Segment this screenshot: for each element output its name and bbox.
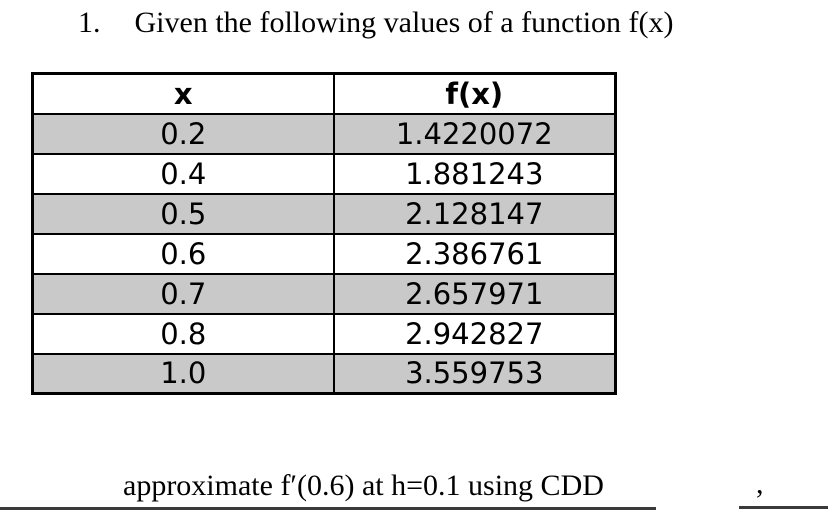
- bottom-rule-right: [739, 506, 828, 509]
- x-value-cell: 0.6: [31, 232, 335, 275]
- question-text: approximate f′(0.6) at h=0.1 using CDD: [123, 469, 604, 502]
- x-value-cell: 0.4: [31, 152, 335, 195]
- x-value-cell: 0.5: [31, 192, 335, 235]
- fx-value-cell: 2.942827: [332, 312, 617, 355]
- problem-title: 1. Given the following values of a functi…: [78, 4, 674, 42]
- column-header-fx: f(x): [332, 72, 617, 115]
- fx-value-cell: 3.559753: [332, 352, 617, 395]
- problem-title-text: Given the following values of a function…: [134, 6, 674, 39]
- x-value-cell: 1.0: [31, 352, 335, 395]
- table-header-row: x f(x): [31, 72, 617, 115]
- x-value-cell: 0.8: [31, 312, 335, 355]
- table-row: 0.8 2.942827: [31, 312, 617, 355]
- trailing-comma: ,: [756, 467, 764, 500]
- x-value-cell: 0.7: [31, 272, 335, 315]
- fx-value-cell: 2.128147: [332, 192, 617, 235]
- fx-value-cell: 1.881243: [332, 152, 617, 195]
- bottom-rule-left: [0, 507, 656, 510]
- table-row: 0.6 2.386761: [31, 232, 617, 275]
- table-row: 0.5 2.128147: [31, 192, 617, 235]
- fx-value-cell: 1.4220072: [332, 112, 617, 155]
- fx-value-cell: 2.386761: [332, 232, 617, 275]
- table-row: 0.4 1.881243: [31, 152, 617, 195]
- fx-value-cell: 2.657971: [332, 272, 617, 315]
- table-row: 1.0 3.559753: [31, 352, 617, 395]
- problem-number: 1.: [78, 6, 101, 39]
- column-header-x: x: [31, 72, 335, 115]
- function-values-table: x f(x) 0.2 1.4220072 0.4 1.881243 0.5 2.…: [31, 72, 617, 395]
- table-row: 0.7 2.657971: [31, 272, 617, 315]
- x-value-cell: 0.2: [31, 112, 335, 155]
- table-row: 0.2 1.4220072: [31, 112, 617, 155]
